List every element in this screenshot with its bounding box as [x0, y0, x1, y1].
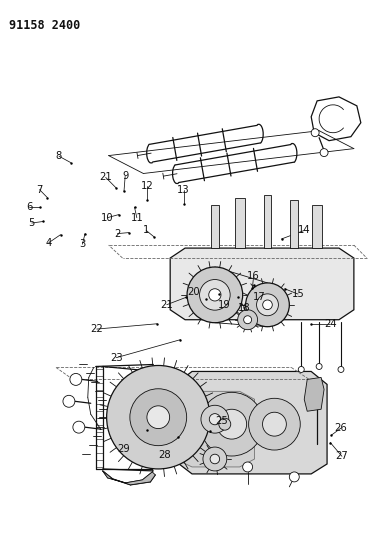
Circle shape [316, 364, 322, 369]
Circle shape [203, 447, 227, 471]
Text: 9: 9 [122, 172, 128, 181]
Circle shape [201, 405, 229, 433]
Text: 10: 10 [101, 213, 114, 223]
Circle shape [130, 389, 187, 446]
Circle shape [70, 374, 82, 385]
Text: 13: 13 [177, 184, 190, 195]
Text: 16: 16 [247, 271, 260, 281]
Text: 27: 27 [336, 451, 348, 462]
Text: 22: 22 [91, 324, 103, 334]
Circle shape [209, 289, 221, 301]
Circle shape [217, 409, 247, 439]
Text: 3: 3 [79, 239, 85, 249]
Text: 11: 11 [131, 213, 143, 223]
Polygon shape [170, 248, 354, 320]
Text: 6: 6 [26, 202, 33, 212]
Circle shape [107, 366, 210, 469]
Circle shape [210, 454, 220, 464]
Text: 25: 25 [215, 416, 228, 426]
Polygon shape [304, 377, 324, 411]
Text: 21: 21 [160, 300, 173, 310]
Circle shape [63, 395, 75, 407]
Circle shape [200, 392, 263, 456]
Text: 2: 2 [114, 229, 121, 239]
Circle shape [187, 267, 243, 322]
Text: 18: 18 [238, 303, 251, 313]
Text: 7: 7 [36, 184, 43, 195]
Text: 26: 26 [334, 423, 347, 433]
Circle shape [243, 462, 252, 472]
Circle shape [338, 367, 344, 373]
Circle shape [147, 406, 170, 429]
Circle shape [244, 316, 252, 324]
Circle shape [311, 129, 319, 136]
Text: 91158 2400: 91158 2400 [9, 19, 81, 33]
Text: 19: 19 [218, 300, 230, 310]
Text: 29: 29 [118, 445, 131, 455]
Polygon shape [175, 391, 254, 467]
Circle shape [263, 412, 286, 436]
Circle shape [249, 398, 300, 450]
Text: 12: 12 [141, 181, 154, 191]
Circle shape [246, 283, 289, 327]
Text: 4: 4 [46, 238, 52, 248]
Circle shape [257, 294, 278, 316]
Text: 23: 23 [110, 353, 123, 362]
Circle shape [263, 300, 272, 310]
Circle shape [238, 310, 258, 330]
Text: 8: 8 [56, 151, 62, 161]
Polygon shape [211, 205, 219, 248]
Polygon shape [235, 198, 245, 248]
Circle shape [289, 472, 299, 482]
Circle shape [219, 418, 231, 430]
Text: 24: 24 [324, 319, 337, 329]
Circle shape [320, 149, 328, 157]
Circle shape [209, 414, 220, 425]
Circle shape [200, 279, 230, 310]
Polygon shape [263, 196, 272, 248]
Polygon shape [290, 200, 298, 248]
Text: 28: 28 [158, 450, 171, 460]
Circle shape [73, 421, 85, 433]
Text: 1: 1 [143, 225, 149, 236]
Text: 5: 5 [29, 218, 35, 228]
Text: 17: 17 [253, 292, 265, 302]
Text: 21: 21 [99, 172, 112, 182]
Polygon shape [103, 471, 155, 485]
Text: 15: 15 [292, 289, 304, 299]
Text: 14: 14 [298, 225, 310, 236]
Text: 20: 20 [188, 287, 200, 297]
Polygon shape [175, 372, 327, 474]
Circle shape [298, 367, 304, 373]
Polygon shape [312, 205, 322, 248]
